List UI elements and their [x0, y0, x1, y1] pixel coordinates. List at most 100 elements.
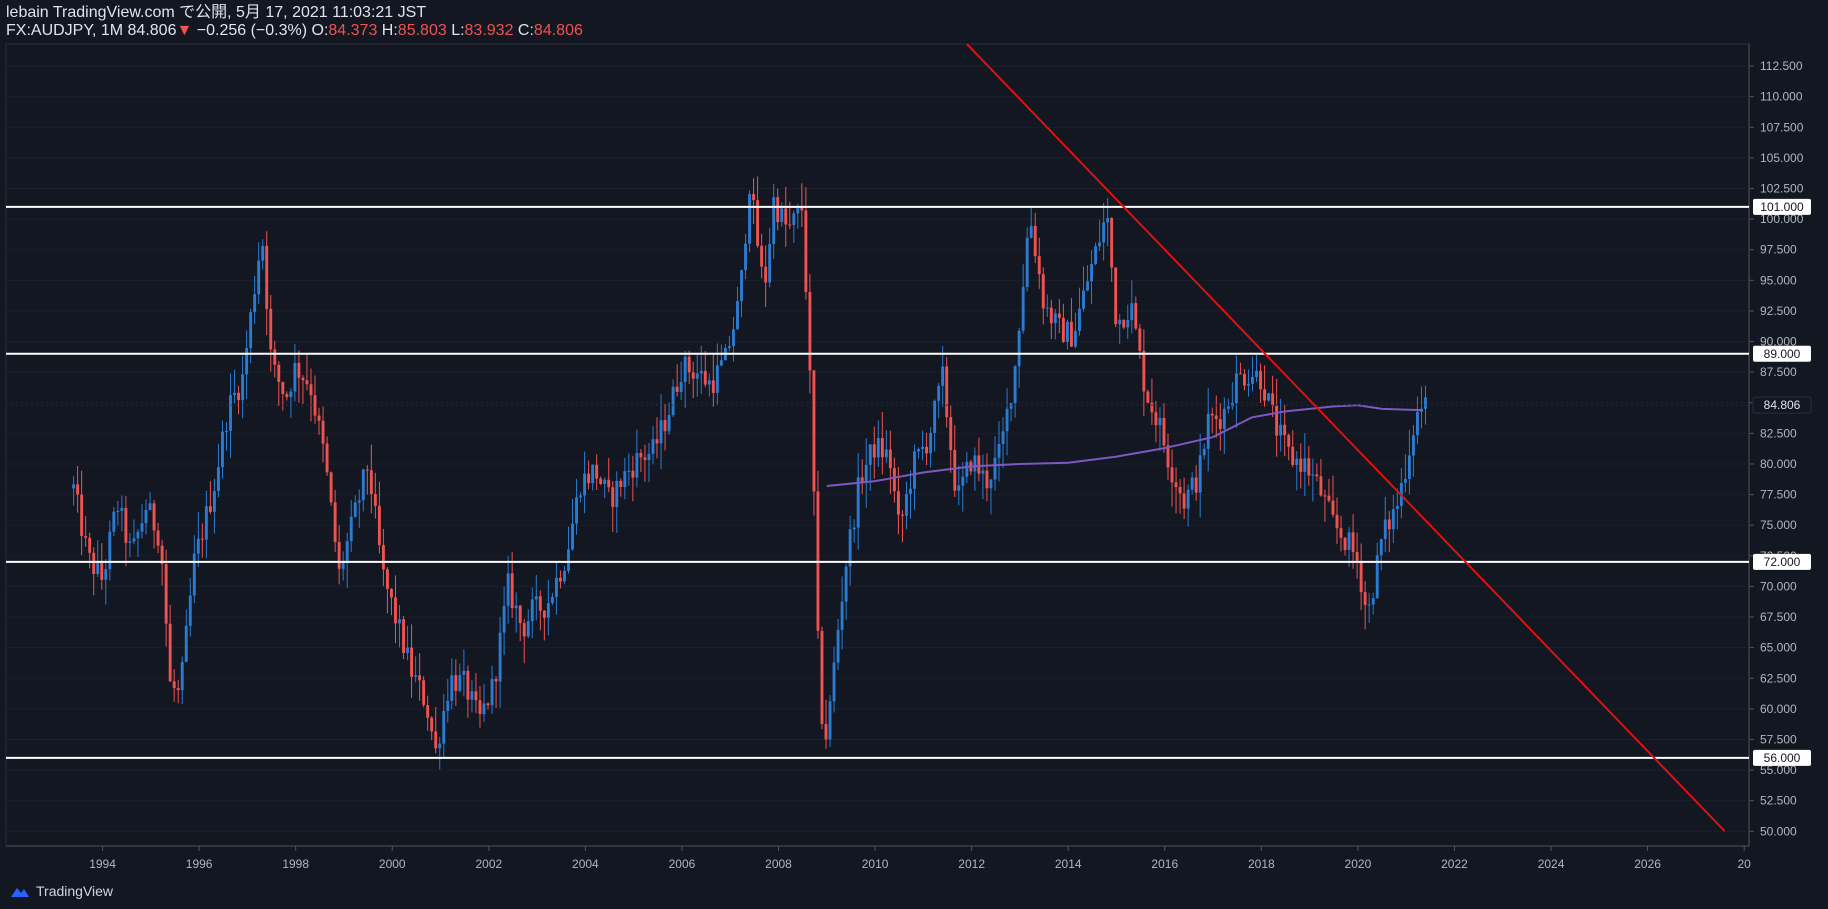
level-label-box	[1753, 198, 1811, 215]
candle-body	[1407, 455, 1411, 479]
price-tick-label: 52.500	[1760, 794, 1797, 808]
candle-body	[973, 455, 977, 472]
candle-body	[136, 531, 140, 539]
candle-body	[241, 374, 245, 401]
cloud-icon	[11, 888, 29, 897]
candle-body	[249, 312, 253, 348]
candle-body	[892, 468, 896, 492]
candle-body	[981, 470, 985, 474]
candle-body	[840, 601, 844, 630]
candle-body	[1074, 331, 1077, 347]
candle-body	[985, 470, 989, 489]
candle-body	[108, 531, 112, 570]
trendline[interactable]	[966, 43, 1726, 833]
candle-body	[482, 703, 486, 715]
candle-body	[772, 197, 776, 245]
candle-body	[1424, 397, 1427, 409]
level-label-box	[1753, 749, 1811, 766]
candle-body	[1138, 328, 1142, 351]
moving-average	[826, 404, 1421, 488]
candle-body	[1017, 330, 1021, 367]
time-tick-label: 20	[1737, 857, 1751, 871]
candle-body	[623, 471, 627, 488]
candle-body	[1086, 281, 1089, 291]
candle-body	[764, 266, 768, 283]
candle-body	[1347, 532, 1351, 550]
candle-body	[394, 597, 397, 624]
candle-body	[438, 743, 442, 749]
candle-body	[237, 392, 241, 401]
close-label: C:	[517, 22, 534, 39]
candle-body	[373, 493, 377, 506]
candle-body	[1283, 424, 1287, 435]
candle-body	[1122, 319, 1126, 328]
candle-body	[1391, 509, 1395, 530]
candle-body	[253, 294, 257, 313]
candle-body	[470, 691, 474, 700]
candle-body	[1037, 256, 1041, 275]
candle-body	[96, 562, 100, 575]
price-tick-label: 77.500	[1760, 488, 1797, 502]
candle-body	[715, 365, 719, 393]
candle-body	[1303, 458, 1307, 472]
candle-body	[929, 432, 933, 454]
candle-body	[534, 596, 538, 600]
change-value: −0.256 (−0.3%)	[196, 22, 308, 39]
open-value: 84.373	[328, 22, 378, 39]
candle-body	[663, 420, 667, 432]
time-tick-label: 2008	[765, 857, 792, 871]
candle-body	[229, 394, 232, 431]
current-price-label: 84.806	[1764, 398, 1801, 412]
candle-body	[1094, 246, 1098, 264]
candle-body	[1082, 290, 1085, 309]
candle-body	[1009, 402, 1013, 409]
price-tick-label: 67.500	[1760, 610, 1797, 624]
candle-body	[780, 208, 784, 222]
candle-body	[860, 477, 864, 482]
candle-body	[667, 415, 671, 432]
candle-body	[880, 438, 884, 458]
candle-body	[357, 500, 361, 503]
ohlc-legend: FX:AUDJPY, 1M 84.806▼ −0.256 (−0.3%) O:8…	[6, 22, 583, 40]
candle-body	[317, 415, 321, 421]
time-tick-label: 2014	[1055, 857, 1082, 871]
time-tick-label: 2012	[958, 857, 985, 871]
candle-body	[1379, 539, 1383, 556]
candle-body	[494, 678, 498, 682]
candle-body	[426, 705, 430, 718]
candle-body	[828, 701, 832, 740]
candle-body	[619, 480, 623, 488]
candle-body	[1029, 225, 1033, 238]
candle-body	[261, 245, 265, 261]
candle-body	[297, 362, 301, 378]
candle-body	[579, 495, 583, 498]
candle-body	[695, 373, 699, 379]
candle-body	[273, 349, 277, 365]
candle-body	[450, 675, 454, 701]
symbol-label[interactable]: FX:AUDJPY, 1M	[6, 22, 124, 39]
candle-body	[325, 443, 329, 473]
candle-body	[1118, 319, 1122, 325]
candle-body	[1387, 519, 1391, 530]
candle-body	[1255, 370, 1258, 377]
candle-body	[152, 503, 156, 531]
time-axis[interactable]: 1994 1996 1998 2000 2002 2004 2006 2008 2010 2012…	[89, 846, 1751, 871]
candle-body	[736, 301, 739, 330]
candle-body	[313, 395, 317, 416]
candle-body	[212, 490, 216, 512]
time-tick-label: 2010	[862, 857, 889, 871]
candle-body	[699, 370, 703, 374]
horizontal-levels[interactable]	[6, 205, 1749, 759]
last-price: 84.806	[127, 22, 177, 39]
candle-body	[1234, 373, 1238, 403]
candle-body	[876, 438, 880, 458]
tradingview-logo[interactable]: TradingView	[8, 883, 113, 899]
price-axis[interactable]: 112.500 110.000 107.500 105.000 102.500 100.0…	[1749, 59, 1804, 838]
candle-body	[277, 364, 281, 382]
candle-body	[474, 691, 478, 701]
candle-body	[1323, 495, 1327, 497]
candle-body	[414, 675, 418, 677]
publish-info: lebain TradingView.com で公開, 5月 17, 2021 …	[6, 4, 427, 21]
candle-body	[1299, 458, 1303, 472]
